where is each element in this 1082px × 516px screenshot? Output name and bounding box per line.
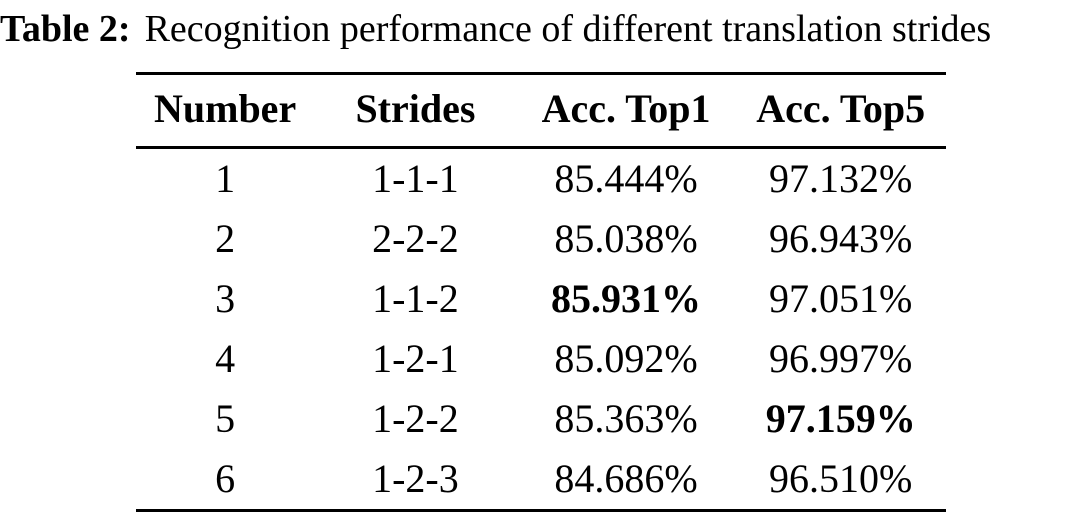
- table-row: 1 1-1-1 85.444% 97.132%: [136, 148, 946, 210]
- cell-strides: 1-2-1: [372, 336, 459, 381]
- cell-acc-top5: 97.132%: [769, 156, 913, 201]
- cell-number: 3: [215, 276, 236, 321]
- col-header-number: Number: [136, 73, 315, 149]
- cell-strides: 1-1-1: [372, 156, 459, 201]
- table-caption-label: Table 2:: [0, 8, 131, 50]
- cell-number: 2: [215, 216, 236, 261]
- cell-acc-top1: 85.444%: [554, 156, 698, 201]
- table-caption-text: Recognition performance of different tra…: [144, 8, 992, 50]
- col-header-strides: Strides: [314, 73, 517, 149]
- cell-strides: 2-2-2: [372, 216, 459, 261]
- cell-strides: 1-2-2: [372, 396, 459, 441]
- cell-number: 1: [215, 156, 236, 201]
- cell-acc-top1: 85.092%: [554, 336, 698, 381]
- cell-strides: 1-1-2: [372, 276, 459, 321]
- col-header-acc-top5: Acc. Top5: [735, 73, 946, 149]
- cell-acc-top5: 97.159%: [765, 396, 916, 441]
- table-row: 2 2-2-2 85.038% 96.943%: [136, 209, 946, 269]
- table-caption: Table 2: Recognition performance of diffe…: [0, 0, 1082, 56]
- cell-number: 5: [215, 396, 236, 441]
- table-row: 5 1-2-2 85.363% 97.159%: [136, 389, 946, 449]
- table-row: 3 1-1-2 85.931% 97.051%: [136, 269, 946, 329]
- results-table: Number Strides Acc. Top1 Acc. Top5 1 1-1…: [136, 72, 946, 512]
- cell-acc-top5: 97.051%: [769, 276, 913, 321]
- cell-number: 4: [215, 336, 236, 381]
- table-row: 4 1-2-1 85.092% 96.997%: [136, 329, 946, 389]
- cell-strides: 1-2-3: [372, 456, 459, 501]
- cell-acc-top1: 85.363%: [554, 396, 698, 441]
- cell-acc-top5: 96.943%: [769, 216, 913, 261]
- col-header-acc-top1: Acc. Top1: [516, 73, 736, 149]
- cell-acc-top5: 96.997%: [769, 336, 913, 381]
- cell-acc-top1: 85.038%: [554, 216, 698, 261]
- cell-acc-top1: 85.931%: [551, 276, 702, 321]
- cell-acc-top5: 96.510%: [769, 456, 913, 501]
- table-header-row: Number Strides Acc. Top1 Acc. Top5: [136, 73, 946, 149]
- table-row: 6 1-2-3 84.686% 96.510%: [136, 449, 946, 511]
- cell-acc-top1: 84.686%: [554, 456, 698, 501]
- cell-number: 6: [215, 456, 236, 501]
